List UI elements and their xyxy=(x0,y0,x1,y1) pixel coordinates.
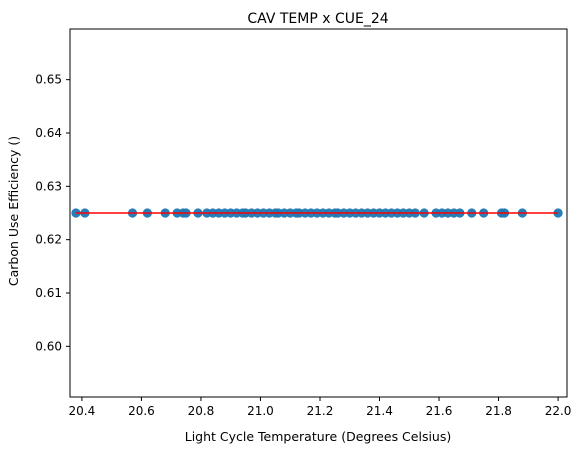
x-tick-label: 22.0 xyxy=(545,404,572,418)
x-tick-label: 21.4 xyxy=(366,404,393,418)
x-tick-label: 20.6 xyxy=(128,404,155,418)
y-tick-label: 0.63 xyxy=(35,179,62,193)
x-tick-label: 21.0 xyxy=(247,404,274,418)
x-tick-label: 21.6 xyxy=(426,404,453,418)
y-tick-label: 0.62 xyxy=(35,233,62,247)
x-axis-label: Light Cycle Temperature (Degrees Celsius… xyxy=(185,429,452,444)
x-tick-label: 21.2 xyxy=(307,404,334,418)
y-tick-label: 0.64 xyxy=(35,126,62,140)
y-axis-label: Carbon Use Efficiency () xyxy=(6,136,21,286)
chart-title: CAV TEMP x CUE_24 xyxy=(247,11,388,27)
plot-frame xyxy=(69,28,568,398)
x-tick-label: 21.8 xyxy=(485,404,512,418)
y-tick-label: 0.65 xyxy=(35,73,62,87)
x-tick-label: 20.8 xyxy=(188,404,215,418)
y-tick-label: 0.61 xyxy=(35,286,62,300)
labels: 20.4 20.6 20.8 21.0 21.2 21.4 21.6 21.8 22.0 0.60… xyxy=(35,73,571,418)
plot-area xyxy=(71,208,563,218)
axes xyxy=(66,28,568,401)
x-tick-label: 20.4 xyxy=(69,404,96,418)
y-tick-label: 0.60 xyxy=(35,339,62,353)
